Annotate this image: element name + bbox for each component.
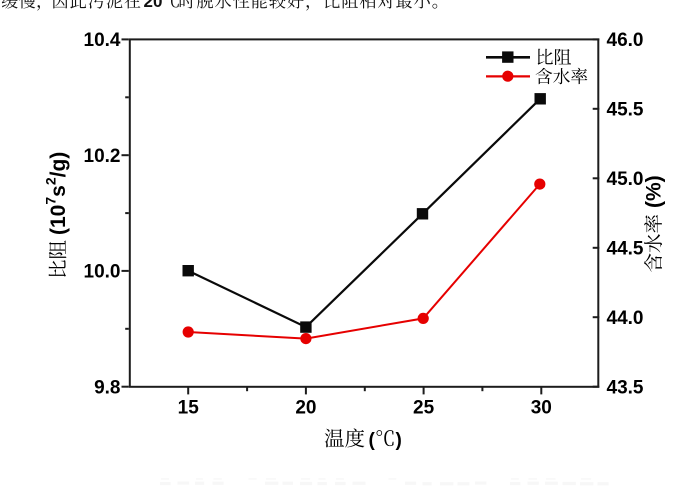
svg-text:30: 30 [531, 398, 552, 419]
svg-text:9.8: 9.8 [94, 378, 120, 399]
svg-text:): ) [396, 430, 402, 451]
svg-text:10.2: 10.2 [84, 146, 121, 167]
svg-text:20: 20 [144, 0, 163, 11]
svg-text:10.4: 10.4 [84, 30, 121, 51]
svg-text:(: ( [369, 430, 376, 451]
svg-text:25: 25 [413, 398, 435, 419]
svg-text:(107s2/g): (107s2/g) [42, 152, 70, 235]
svg-text:45.5: 45.5 [607, 100, 644, 121]
svg-text:44.0: 44.0 [607, 308, 644, 329]
svg-text:(%): (%) [643, 175, 666, 208]
svg-text:10.0: 10.0 [84, 262, 121, 283]
svg-text:44.5: 44.5 [607, 239, 644, 260]
svg-text:15: 15 [178, 398, 200, 419]
svg-text:43.5: 43.5 [607, 378, 644, 399]
svg-text:20: 20 [295, 398, 316, 419]
svg-text:46.0: 46.0 [607, 30, 644, 51]
svg-text:45.0: 45.0 [607, 169, 644, 190]
